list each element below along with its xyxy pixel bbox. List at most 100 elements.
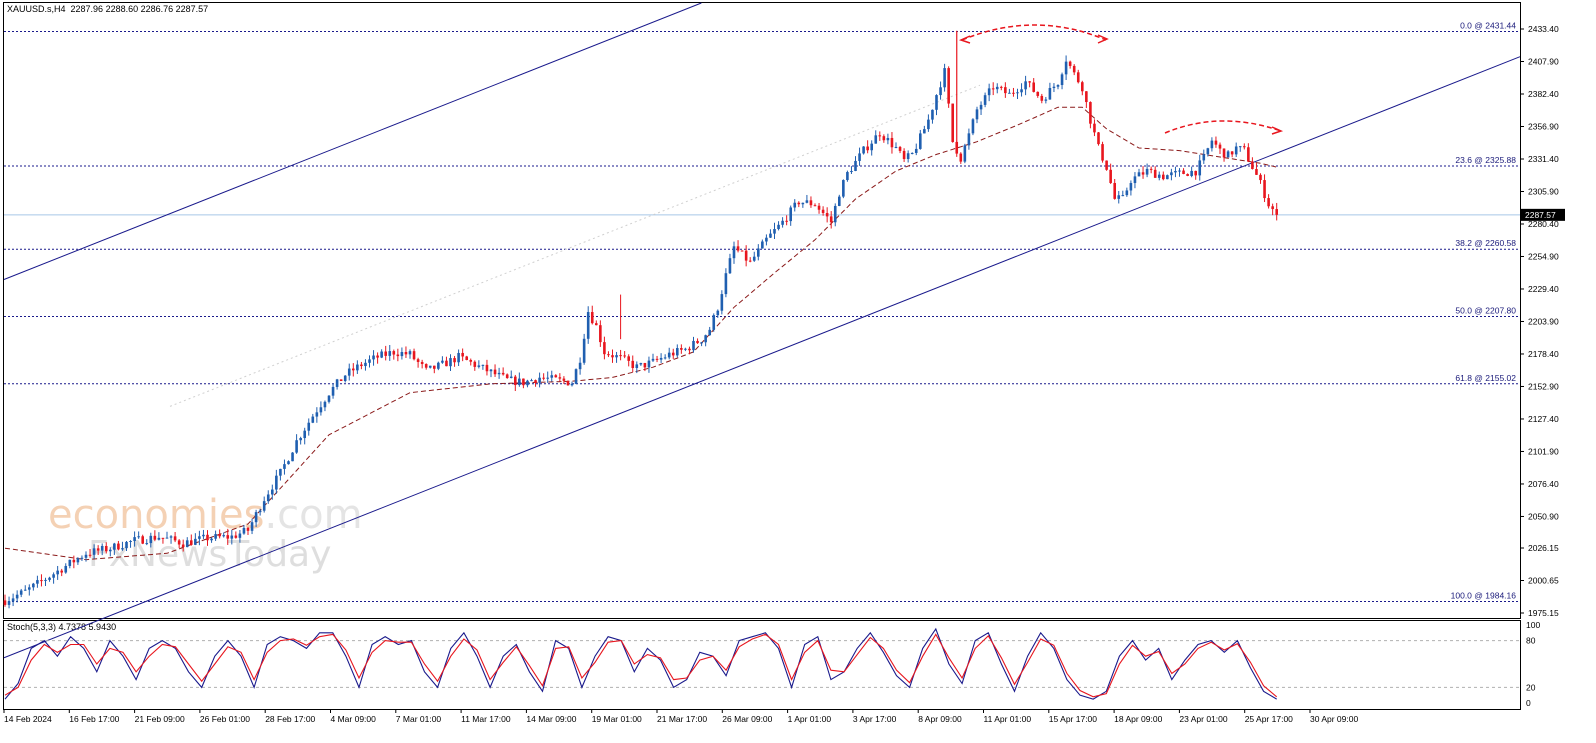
candle-bull <box>923 129 926 134</box>
candle-bull <box>1202 154 1206 161</box>
candle-bull <box>266 494 270 502</box>
candle-bull <box>1060 74 1064 86</box>
candle-bear <box>1141 172 1145 175</box>
candle-bull <box>765 237 768 242</box>
candle-bear <box>902 150 906 160</box>
candle-bull <box>752 256 756 261</box>
candle-bull <box>68 559 72 566</box>
price-tick-label: 2382.40 <box>1528 89 1559 99</box>
candle-bear <box>1230 151 1234 155</box>
candle-bear <box>1247 147 1250 162</box>
candle-bull <box>570 383 574 386</box>
date-tick-label: 28 Feb 17:00 <box>265 714 315 724</box>
candle-bull <box>651 358 655 361</box>
candle-bear <box>797 202 801 205</box>
candle-bear <box>688 348 691 351</box>
candle-bear <box>1028 81 1031 83</box>
price-tick-label: 1975.15 <box>1528 608 1559 618</box>
candle-bull <box>846 172 849 181</box>
candle-bear <box>680 348 683 350</box>
candle-bull <box>712 315 716 330</box>
candle-bear <box>671 352 675 356</box>
candle-bull <box>708 329 711 336</box>
candle-bull <box>372 355 375 360</box>
candle-bull <box>1174 170 1177 173</box>
candle-bull <box>833 205 837 223</box>
candle-bear <box>339 379 343 381</box>
candle-bear <box>603 342 606 355</box>
candle-bull <box>692 340 695 351</box>
candle-bear <box>1093 123 1096 133</box>
candle-bear <box>392 351 396 355</box>
candle-bear <box>1162 174 1165 180</box>
current-price-label: 2287.57 <box>1525 210 1556 220</box>
candle-bear <box>590 312 594 324</box>
price-tick-label: 2280.40 <box>1528 219 1559 229</box>
candle-bull <box>1020 89 1023 93</box>
arc-arrowhead-right-2 <box>1271 126 1284 135</box>
candle-bull <box>32 583 35 588</box>
price-tick-label: 2254.90 <box>1528 251 1559 261</box>
candle-bull <box>732 246 736 259</box>
candle-bull <box>894 146 898 148</box>
watermark-economies: economies.com <box>48 492 363 538</box>
candle-bull <box>967 133 971 146</box>
candle-bull <box>1129 183 1133 191</box>
candle-bull <box>1048 87 1052 100</box>
candle-bull <box>275 475 278 490</box>
candle-bull <box>356 364 359 371</box>
candle-bull <box>639 363 643 365</box>
candle-bear <box>1000 86 1003 88</box>
candle-bull <box>44 579 47 581</box>
candle-bear <box>562 378 566 381</box>
candle-bull <box>1190 170 1193 176</box>
candle-bear <box>177 540 181 545</box>
candle-bull <box>137 536 140 538</box>
candle-bull <box>983 95 987 105</box>
candle-bear <box>384 351 387 356</box>
fib-level-label: 38.2 @ 2260.58 <box>1455 238 1516 248</box>
stoch-signal-line <box>4 633 1278 698</box>
candle-bear <box>60 570 63 573</box>
candle-bull <box>663 357 667 359</box>
candle-bull <box>842 180 845 197</box>
candle-bear <box>878 135 882 137</box>
candle-bull <box>109 549 112 552</box>
candle-bull <box>975 109 979 120</box>
arc-arrowhead-left <box>958 35 971 44</box>
date-tick-label: 14 Mar 09:00 <box>526 714 576 724</box>
candle-bear <box>485 364 489 372</box>
candle-bull <box>210 538 213 541</box>
fib-level-label: 0.0 @ 2431.44 <box>1460 20 1516 30</box>
channel-lower-line <box>3 56 1521 659</box>
candle-bear <box>1255 169 1258 175</box>
candle-bear <box>696 340 699 344</box>
candle-bear <box>825 212 829 217</box>
candle-bull <box>481 364 485 366</box>
candle-bull <box>1016 92 1019 94</box>
candle-bear <box>655 358 659 360</box>
candle-bear <box>1072 65 1076 73</box>
price-tick-label: 2152.90 <box>1528 381 1559 391</box>
candle-bull <box>963 145 967 162</box>
candle-bull <box>1121 195 1125 197</box>
candle-bear <box>599 325 602 343</box>
candle-bull <box>129 540 132 542</box>
candle-bear <box>1040 95 1044 101</box>
candle-bull <box>222 535 225 537</box>
candle-bear <box>465 356 468 360</box>
candle-bear <box>473 361 477 367</box>
candle-bear <box>153 535 157 540</box>
candle-bull <box>52 574 55 578</box>
candle-bear <box>453 358 456 363</box>
candle-bull <box>1157 174 1161 178</box>
candle-bull <box>979 104 983 110</box>
candle-bull <box>1024 81 1027 90</box>
candle-bull <box>1056 85 1060 87</box>
date-tick-label: 30 Apr 09:00 <box>1310 714 1358 724</box>
stoch-tick-label: 0 <box>1526 698 1531 708</box>
candle-bear <box>1222 148 1226 158</box>
candle-bull <box>615 355 618 358</box>
candle-bull <box>185 540 189 548</box>
